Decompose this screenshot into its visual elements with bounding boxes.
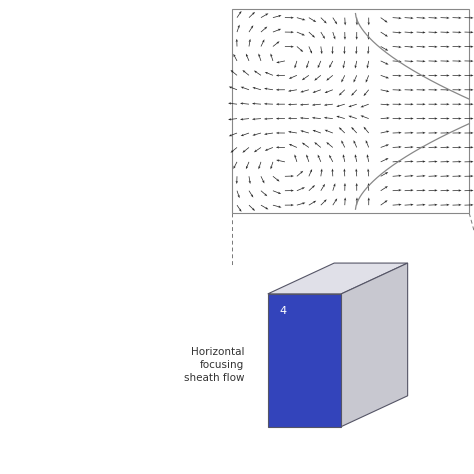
Polygon shape [268, 294, 341, 427]
Polygon shape [268, 263, 408, 294]
Text: 4: 4 [280, 306, 287, 316]
Bar [232, 9, 469, 213]
Text: Horizontal
focusing
sheath flow: Horizontal focusing sheath flow [183, 347, 244, 383]
Polygon shape [341, 263, 408, 427]
